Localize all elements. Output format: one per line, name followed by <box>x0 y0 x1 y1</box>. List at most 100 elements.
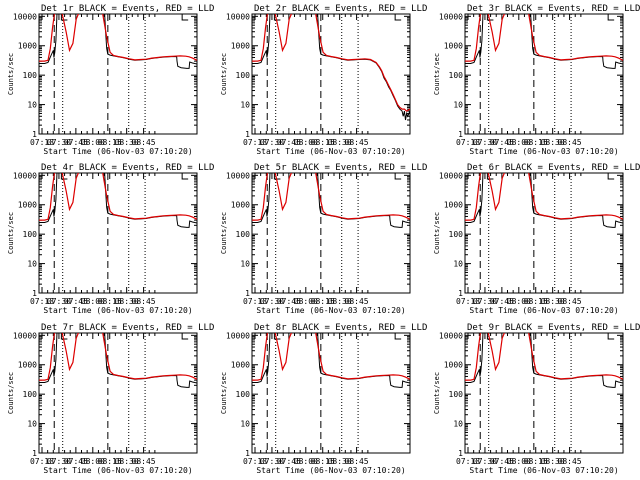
plot-frame <box>251 332 411 454</box>
detector-panel-1: Det 1r BLACK = Events, RED = LLD Counts/s… <box>7 4 214 156</box>
y-tick-label: 10000 <box>226 171 250 180</box>
y-tick-label: 10000 <box>226 331 250 340</box>
lld-series-line <box>39 14 197 62</box>
x-axis-label: Start Time (06-Nov-03 07:10:20) <box>469 306 618 315</box>
x-tick-label: 07:13 <box>243 457 267 466</box>
marker-bracket <box>181 173 189 180</box>
y-tick-label: 100 <box>23 390 38 399</box>
marker-bracket <box>273 333 281 340</box>
x-tick-label: 07:13 <box>243 138 267 147</box>
x-tick-label: 08:15 <box>311 138 335 147</box>
lld-series-line <box>252 14 410 112</box>
detector-panel-4: Det 4r BLACK = Events, RED = LLD Counts/s… <box>7 163 214 315</box>
x-tick-label: 07:45 <box>64 297 88 306</box>
x-tick-label: 08:00 <box>507 297 531 306</box>
x-tick-label: 07:30 <box>47 457 71 466</box>
x-tick-label: 07:45 <box>277 457 301 466</box>
x-tick-label: 08:15 <box>311 297 335 306</box>
panel-title: Det 3r BLACK = Events, RED = LLD <box>467 4 640 14</box>
y-tick-label: 10 <box>453 101 463 110</box>
y-tick-label: 100 <box>23 71 38 80</box>
x-tick-label: 08:45 <box>558 138 582 147</box>
marker-bracket <box>394 14 402 21</box>
x-tick-label: 07:30 <box>47 297 71 306</box>
marker-bracket <box>60 173 68 180</box>
x-tick-label: 08:15 <box>524 297 548 306</box>
plot-frame <box>38 13 198 135</box>
x-axis-label: Start Time (06-Nov-03 07:10:20) <box>469 147 618 156</box>
x-tick-label: 08:15 <box>98 138 122 147</box>
x-tick-label: 07:45 <box>277 138 301 147</box>
detector-panel-8: Det 8r BLACK = Events, RED = LLD Counts/s… <box>220 323 427 475</box>
x-axis-label: Start Time (06-Nov-03 07:10:20) <box>256 306 405 315</box>
x-tick-label: 07:30 <box>260 138 284 147</box>
x-axis-label: Start Time (06-Nov-03 07:10:20) <box>43 306 192 315</box>
y-tick-label: 10 <box>27 101 37 110</box>
x-tick-label: 08:45 <box>132 297 156 306</box>
x-tick-label: 07:13 <box>30 297 54 306</box>
marker-bracket <box>607 333 615 340</box>
x-tick-label: 08:15 <box>98 297 122 306</box>
y-tick-label: 10 <box>240 260 250 269</box>
detector-panel-7: Det 7r BLACK = Events, RED = LLD Counts/s… <box>7 323 214 475</box>
y-tick-label: 1000 <box>231 42 250 51</box>
y-tick-label: 100 <box>449 71 464 80</box>
x-tick-label: 07:13 <box>456 138 480 147</box>
y-tick-label: 1000 <box>444 201 463 210</box>
marker-bracket <box>181 333 189 340</box>
y-tick-label: 10000 <box>439 12 463 21</box>
x-tick-label: 08:30 <box>115 457 139 466</box>
y-axis-label: Counts/sec <box>433 372 441 414</box>
plot-frame <box>464 172 624 294</box>
y-tick-label: 10000 <box>439 331 463 340</box>
panel-title: Det 9r BLACK = Events, RED = LLD <box>467 323 640 333</box>
x-tick-label: 08:00 <box>507 138 531 147</box>
y-tick-label: 1 <box>245 289 250 298</box>
y-tick-label: 10 <box>27 420 37 429</box>
plot-frame <box>251 13 411 135</box>
x-axis-label: Start Time (06-Nov-03 07:10:20) <box>469 466 618 475</box>
y-tick-label: 1 <box>245 449 250 458</box>
marker-bracket <box>486 333 494 340</box>
x-tick-label: 07:45 <box>64 138 88 147</box>
panel-title: Det 1r BLACK = Events, RED = LLD <box>41 4 214 14</box>
x-tick-label: 07:30 <box>473 297 497 306</box>
x-tick-label: 08:30 <box>328 297 352 306</box>
y-tick-label: 10000 <box>226 12 250 21</box>
x-axis-label: Start Time (06-Nov-03 07:10:20) <box>43 466 192 475</box>
y-tick-label: 100 <box>236 71 251 80</box>
plot-frame <box>251 172 411 294</box>
marker-bracket <box>181 14 189 21</box>
x-tick-label: 08:45 <box>345 457 369 466</box>
x-tick-label: 08:00 <box>81 138 105 147</box>
x-tick-label: 07:45 <box>277 297 301 306</box>
marker-bracket <box>486 14 494 21</box>
y-tick-label: 1000 <box>231 361 250 370</box>
y-tick-label: 10000 <box>13 171 37 180</box>
x-tick-label: 07:13 <box>30 457 54 466</box>
x-tick-label: 08:15 <box>311 457 335 466</box>
y-tick-label: 10 <box>453 420 463 429</box>
marker-bracket <box>394 333 402 340</box>
y-axis-label: Counts/sec <box>7 212 15 254</box>
x-tick-label: 08:30 <box>115 138 139 147</box>
x-tick-label: 08:15 <box>524 457 548 466</box>
detector-panel-3: Det 3r BLACK = Events, RED = LLD Counts/s… <box>433 4 640 156</box>
y-axis-label: Counts/sec <box>220 212 228 254</box>
marker-bracket <box>60 14 68 21</box>
x-tick-label: 08:00 <box>507 457 531 466</box>
plot-frame <box>464 13 624 135</box>
y-tick-label: 1 <box>32 449 37 458</box>
panel-title: Det 2r BLACK = Events, RED = LLD <box>254 4 427 14</box>
x-tick-label: 08:00 <box>294 297 318 306</box>
x-tick-label: 08:30 <box>541 138 565 147</box>
y-tick-label: 1000 <box>444 361 463 370</box>
x-axis-label: Start Time (06-Nov-03 07:10:20) <box>256 466 405 475</box>
y-tick-label: 1000 <box>18 201 37 210</box>
x-tick-label: 08:30 <box>541 297 565 306</box>
y-tick-label: 1000 <box>18 42 37 51</box>
x-tick-label: 07:30 <box>473 457 497 466</box>
x-tick-label: 07:13 <box>456 457 480 466</box>
lld-series-line <box>465 333 623 381</box>
x-tick-label: 08:30 <box>541 457 565 466</box>
